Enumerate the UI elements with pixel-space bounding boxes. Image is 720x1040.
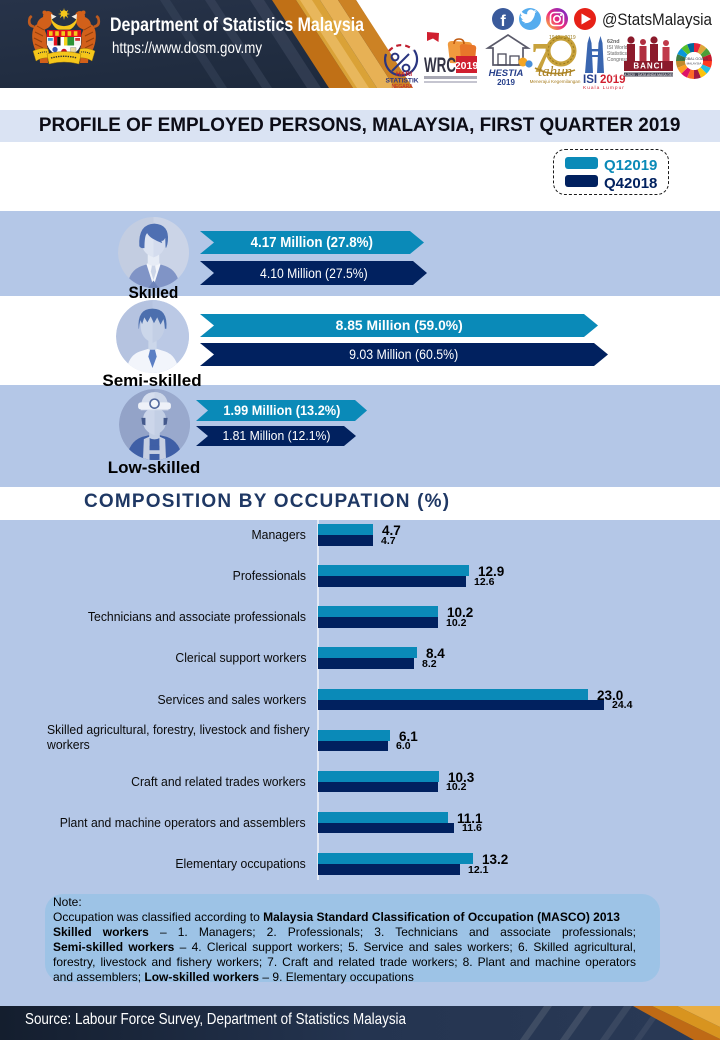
svg-text:Menerajui Kegemilangan: Menerajui Kegemilangan [530, 79, 581, 84]
svg-text:https://www.dosm.gov.my: https://www.dosm.gov.my [112, 40, 262, 57]
svg-text:Department of Statistics Malay: Department of Statistics Malaysia [110, 15, 364, 36]
svg-text:WRC: WRC [424, 54, 456, 77]
svg-text:@StatsMalaysia: @StatsMalaysia [602, 10, 712, 29]
svg-text:2019: 2019 [497, 78, 515, 87]
svg-text:Statistics: Statistics [607, 51, 628, 57]
svg-text:1949 - 2019: 1949 - 2019 [549, 35, 576, 41]
svg-text:BANCI: BANCI [633, 62, 663, 71]
svg-text:MALAYSIA: MALAYSIA [687, 62, 702, 66]
svg-text:Congress: Congress [607, 57, 629, 63]
svg-text:NEGARA: NEGARA [391, 84, 413, 90]
svg-text:HESTIA: HESTIA [489, 68, 524, 79]
svg-text:STATISTIK: STATISTIK [385, 78, 418, 85]
svg-text:Kuala Lumpur: Kuala Lumpur [583, 85, 625, 90]
svg-text:2019: 2019 [455, 60, 479, 72]
svg-text:62nd: 62nd [607, 39, 620, 45]
svg-text:ISI: ISI [583, 74, 597, 86]
svg-text:f: f [500, 13, 506, 30]
svg-text:GLOBAL GOALS: GLOBAL GOALS [680, 57, 708, 61]
svg-text:HARI: HARI [396, 71, 412, 78]
svg-text:MALAYSIA 2020 - DATA ANDA MASA: MALAYSIA 2020 - DATA ANDA MASA DEPAN KIT… [610, 73, 688, 77]
svg-text:2019: 2019 [600, 74, 626, 86]
svg-text:tahun: tahun [538, 64, 572, 80]
svg-text:ISI World: ISI World [607, 45, 628, 51]
